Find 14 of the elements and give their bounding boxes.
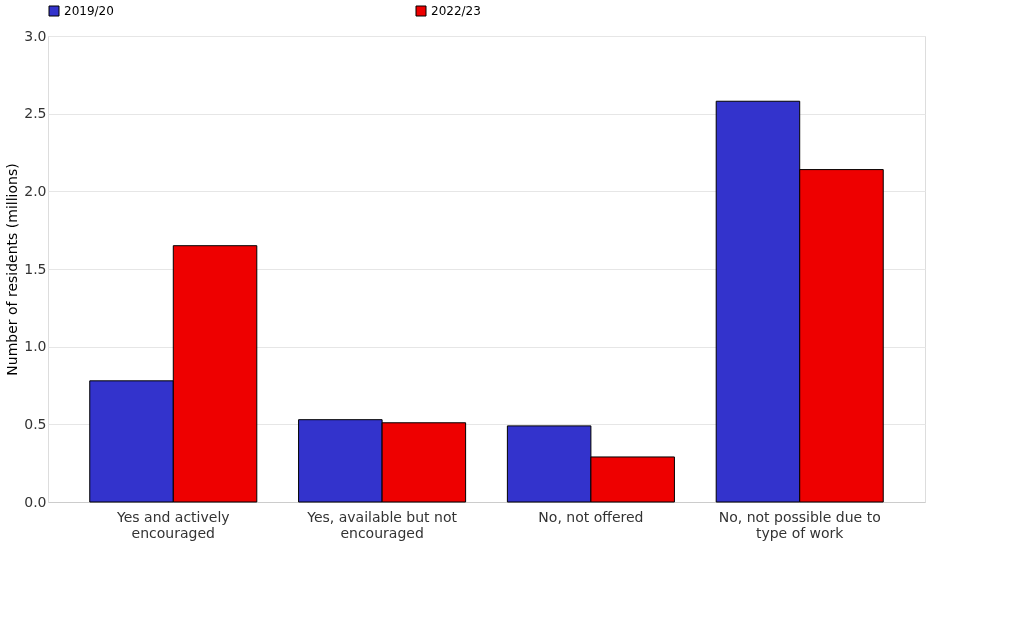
x-tick-label: No, not offered: [538, 508, 644, 525]
y-tick-label: 1.0: [24, 338, 47, 355]
x-tick-label: Yes, available but not encouraged: [306, 508, 458, 541]
y-tick-label: 3.0: [24, 27, 47, 44]
legend-label: 2019/20: [64, 4, 114, 18]
y-tick-label: 1.5: [24, 260, 47, 277]
y-tick-label: 2.0: [24, 182, 47, 199]
x-tick-label: No, not possible due to type of work: [718, 508, 881, 541]
y-tick-label: 0.5: [24, 415, 47, 432]
x-tick-label: Yes and actively encouraged: [116, 508, 230, 541]
y-axis-title: Number of residents (millions): [4, 163, 21, 376]
legend-label: 2022/23: [431, 4, 481, 18]
y-tick-label: 0.0: [24, 493, 47, 510]
y-tick-label: 2.5: [24, 105, 47, 122]
